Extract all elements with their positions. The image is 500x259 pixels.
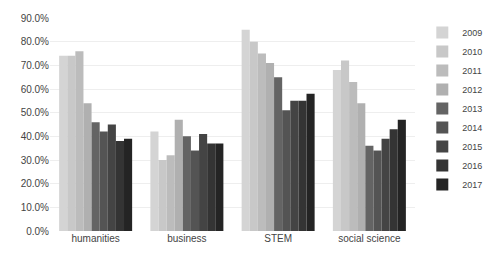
svg-text:business: business <box>167 233 206 244</box>
svg-text:10.0%: 10.0% <box>21 202 49 213</box>
svg-text:humanities: humanities <box>71 233 119 244</box>
svg-text:2010: 2010 <box>462 47 482 57</box>
svg-text:STEM: STEM <box>264 233 292 244</box>
svg-text:80.0%: 80.0% <box>21 36 49 47</box>
svg-text:90.0%: 90.0% <box>21 13 49 24</box>
svg-text:2016: 2016 <box>462 161 482 171</box>
svg-text:50.0%: 50.0% <box>21 107 49 118</box>
svg-text:social science: social science <box>338 233 401 244</box>
svg-text:0.0%: 0.0% <box>26 226 49 237</box>
svg-text:2014: 2014 <box>462 123 482 133</box>
svg-text:40.0%: 40.0% <box>21 131 49 142</box>
svg-text:2012: 2012 <box>462 85 482 95</box>
svg-text:2009: 2009 <box>462 28 482 38</box>
svg-text:2013: 2013 <box>462 104 482 114</box>
svg-text:2011: 2011 <box>462 66 481 76</box>
svg-text:2015: 2015 <box>462 142 482 152</box>
svg-text:30.0%: 30.0% <box>21 155 49 166</box>
svg-text:60.0%: 60.0% <box>21 84 49 95</box>
svg-text:20.0%: 20.0% <box>21 178 49 189</box>
svg-text:2017: 2017 <box>462 180 482 190</box>
svg-text:70.0%: 70.0% <box>21 60 49 71</box>
